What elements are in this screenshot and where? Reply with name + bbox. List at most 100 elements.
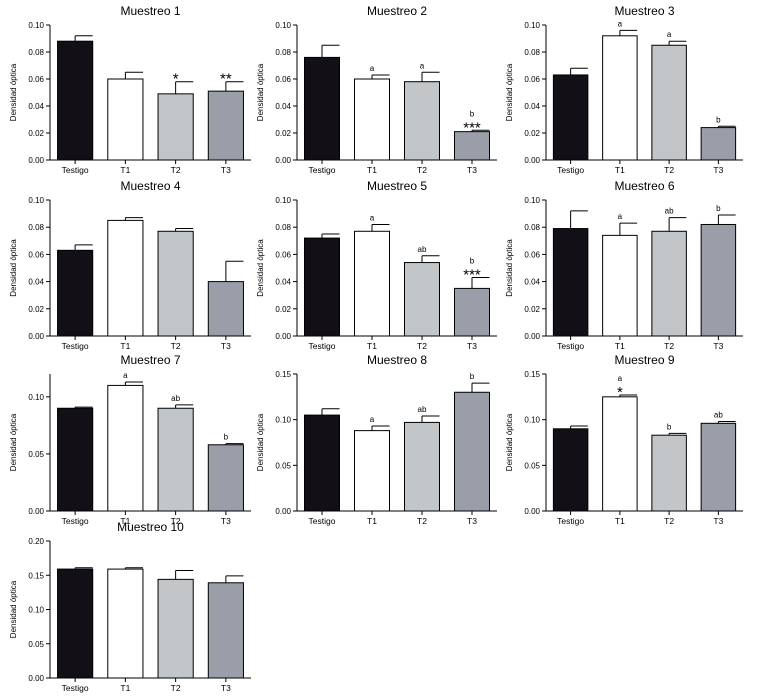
bar xyxy=(57,40,94,161)
bar xyxy=(354,78,390,161)
y-tick-label: 0.00 xyxy=(275,156,291,165)
y-tick-label: 0.04 xyxy=(275,102,291,111)
bar xyxy=(207,90,244,161)
chart-panel: Muestreo 4 Densidad óptica 0.00 0.02 0.04 0.0… xyxy=(9,179,251,351)
x-tick-label: T2 xyxy=(171,516,181,526)
x-tick-label: Testigo xyxy=(309,341,336,351)
x-tick-label: T3 xyxy=(713,516,723,526)
x-tick-label: T3 xyxy=(467,516,477,526)
significance-stars: *** xyxy=(463,267,481,284)
group-letter: a xyxy=(667,30,672,39)
bar xyxy=(207,281,244,337)
bar xyxy=(700,127,737,161)
chart-title: Muestreo 1 xyxy=(120,4,180,18)
bar xyxy=(454,131,490,161)
y-tick-label: 0.04 xyxy=(275,278,291,287)
bar xyxy=(57,568,94,679)
x-tick-label: T1 xyxy=(615,516,625,526)
y-tick-label: 0.08 xyxy=(524,223,540,232)
y-tick-label: 0.06 xyxy=(28,75,44,84)
group-letter: b xyxy=(667,422,672,431)
group-letter: a xyxy=(370,213,375,222)
group-letter: ab xyxy=(418,405,427,414)
y-tick-label: 0.10 xyxy=(275,416,291,425)
x-tick-label: T2 xyxy=(664,341,674,351)
x-tick-label: Testigo xyxy=(62,683,89,693)
x-tick-label: T1 xyxy=(120,341,130,351)
y-tick-label: 0.02 xyxy=(524,129,540,138)
x-tick-label: Testigo xyxy=(557,165,584,175)
bar xyxy=(651,230,687,337)
bar xyxy=(700,422,737,512)
bar xyxy=(700,223,737,337)
bar xyxy=(107,219,144,337)
y-tick-label: 0.15 xyxy=(28,571,44,580)
bar xyxy=(404,262,440,337)
significance-stars: * xyxy=(173,71,179,88)
bar xyxy=(57,407,94,512)
bar xyxy=(107,568,144,679)
y-tick-label: 0.00 xyxy=(275,332,291,341)
y-tick-label: 0.04 xyxy=(524,278,540,287)
x-tick-label: T2 xyxy=(171,683,181,693)
chart-title: Muestreo 4 xyxy=(120,179,180,193)
y-tick-label: 0.00 xyxy=(524,507,540,516)
y-tick-label: 0.10 xyxy=(28,393,44,402)
group-letter: a xyxy=(618,212,623,221)
x-tick-label: T1 xyxy=(120,516,130,526)
y-tick-label: 0.10 xyxy=(28,21,44,30)
bar xyxy=(207,582,244,679)
x-tick-label: T2 xyxy=(417,516,427,526)
y-tick-label: 0.06 xyxy=(524,75,540,84)
bar xyxy=(602,396,638,512)
x-tick-label: T2 xyxy=(664,165,674,175)
y-tick-label: 0.04 xyxy=(28,102,44,111)
bar xyxy=(157,407,194,512)
y-tick-label: 0.08 xyxy=(28,223,44,232)
group-letter: b xyxy=(224,433,229,442)
group-letter: b xyxy=(470,257,475,266)
group-letter: ab xyxy=(665,207,674,216)
y-tick-label: 0.00 xyxy=(524,156,540,165)
bar xyxy=(651,434,687,512)
chart-panel: Muestreo 9 Densidad óptica 0.00 0.05 0.10 0.1… xyxy=(505,353,743,526)
chart-title: Muestreo 5 xyxy=(367,179,427,193)
y-tick-label: 0.10 xyxy=(524,416,540,425)
y-tick-label: 0.10 xyxy=(275,196,291,205)
chart-title: Muestreo 3 xyxy=(614,4,674,18)
bar xyxy=(207,444,244,512)
y-tick-label: 0.05 xyxy=(28,640,44,649)
chart-panel: Muestreo 6 Densidad óptica 0.00 0.02 0.04 0.0… xyxy=(505,179,743,351)
x-tick-label: Testigo xyxy=(309,165,336,175)
chart-title: Muestreo 10 xyxy=(117,520,184,534)
bar xyxy=(107,384,144,512)
x-tick-label: T3 xyxy=(221,683,231,693)
bar xyxy=(404,81,440,161)
y-tick-label: 0.15 xyxy=(524,370,540,379)
group-letter: b xyxy=(716,204,721,213)
group-letter: a xyxy=(618,19,623,28)
chart-panel: Muestreo 10 Densidad óptica 0.00 0.05 0.10 0.… xyxy=(9,520,251,693)
x-tick-label: T2 xyxy=(417,341,427,351)
y-tick-label: 0.00 xyxy=(28,156,44,165)
group-letter: a xyxy=(618,374,623,383)
bar xyxy=(157,578,194,679)
group-letter: ab xyxy=(171,394,180,403)
y-axis-label: Densidad óptica xyxy=(9,63,18,121)
x-tick-label: T2 xyxy=(417,165,427,175)
y-tick-label: 0.20 xyxy=(28,537,44,546)
group-letter: ab xyxy=(714,410,723,419)
y-tick-label: 0.02 xyxy=(28,305,44,314)
y-axis-label: Densidad óptica xyxy=(505,63,514,121)
group-letter: a xyxy=(123,371,128,380)
x-tick-label: T1 xyxy=(120,683,130,693)
bar xyxy=(651,44,687,161)
bar xyxy=(304,237,340,337)
chart-panel: Muestreo 7 Densidad óptica 0.00 0.05 0.10 Tes… xyxy=(9,353,251,526)
chart-panel: Muestreo 8 Densidad óptica 0.00 0.05 0.10 0.1… xyxy=(256,353,497,526)
x-tick-label: T1 xyxy=(367,516,377,526)
chart-panel: Muestreo 3 Densidad óptica 0.00 0.02 0.04 0.0… xyxy=(505,4,743,175)
x-tick-label: T3 xyxy=(467,341,477,351)
x-tick-label: Testigo xyxy=(557,516,584,526)
